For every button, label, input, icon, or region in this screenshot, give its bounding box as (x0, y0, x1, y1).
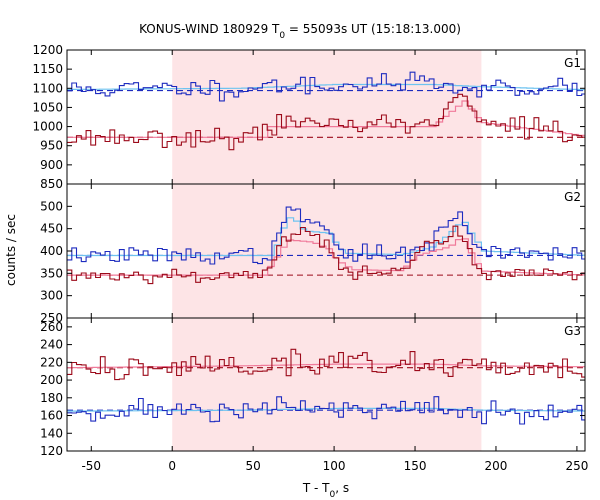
y-tick-label: 160 (40, 409, 63, 423)
lightcurve-low (67, 93, 585, 151)
highlight-interval (172, 318, 482, 451)
lightcurve-low (67, 348, 585, 381)
y-tick-label: 140 (40, 426, 63, 440)
y-tick-label: 120 (40, 444, 63, 458)
panel-g3: 120 140 160 180 200 220 240 260 G3 (40, 317, 586, 458)
chart-title-text: KONUS-WIND 180929 T0 = 55093s UT (15:18:… (139, 22, 461, 41)
chart-panels: 850 900 950 1000 1050 1100 1150 1200 G1 250 300 350… (32, 43, 586, 458)
x-tick-label: 250 (565, 459, 588, 473)
x-tick-label: -50 (81, 459, 101, 473)
lightcurve-high (67, 206, 585, 265)
y-tick-label: 500 (40, 199, 63, 213)
x-tick-label: 0 (168, 459, 176, 473)
x-tick-label: 100 (323, 459, 346, 473)
lightcurve-high (67, 71, 585, 102)
y-tick-label: 1200 (32, 43, 63, 57)
y-tick-label: 300 (40, 289, 63, 303)
y-tick-label: 200 (40, 373, 63, 387)
y-tick-label: 350 (40, 266, 63, 280)
panel-g2: 250 300 350 400 450 500 G2 (40, 183, 586, 325)
highlight-interval (172, 50, 482, 184)
panel-g1: 850 900 950 1000 1050 1100 1150 1200 G1 (32, 43, 586, 191)
y-tick-label: 1100 (32, 81, 63, 95)
fit-curve-high (67, 217, 585, 257)
x-tick-label: 150 (404, 459, 427, 473)
lightcurve-high (67, 396, 585, 425)
panel-label: G2 (564, 190, 581, 204)
title-rest: = 55093s UT (15:18:13.000) (285, 22, 461, 36)
y-tick-label: 950 (40, 139, 63, 153)
y-tick-label: 450 (40, 222, 63, 236)
y-tick-label: 240 (40, 338, 63, 352)
fit-curve-low (67, 238, 585, 276)
y-axis-title: counts / sec (4, 214, 18, 286)
x-tick-label: 50 (246, 459, 261, 473)
y-tick-label: 180 (40, 391, 63, 405)
y-tick-label: 220 (40, 355, 63, 369)
y-tick-label: 1150 (32, 62, 63, 76)
lightcurve-low (67, 225, 585, 285)
panel-frame (66, 317, 586, 452)
y-tick-label: 260 (40, 320, 63, 334)
y-tick-label: 250 (40, 311, 63, 325)
panel-label: G1 (564, 56, 581, 70)
y-tick-label: 1050 (32, 100, 63, 114)
x-axis: -50 0 50 100 150 200 250 T - T0, s (81, 459, 588, 500)
fit-curve-high (67, 83, 585, 91)
x-tick-label: 200 (485, 459, 508, 473)
y-tick-label: 1000 (32, 120, 63, 134)
title-main: KONUS-WIND 180929 T (139, 22, 280, 36)
y-tick-label: 850 (40, 177, 63, 191)
y-axis-label: counts / sec (4, 214, 18, 286)
x-axis-label: T - T0, s (302, 481, 349, 500)
title-subscript: 0 (279, 31, 285, 41)
chart-title: KONUS-WIND 180929 T0 = 55093s UT (15:18:… (139, 22, 461, 41)
y-tick-label: 900 (40, 158, 63, 172)
y-tick-label: 400 (40, 244, 63, 258)
panel-label: G3 (564, 324, 581, 338)
